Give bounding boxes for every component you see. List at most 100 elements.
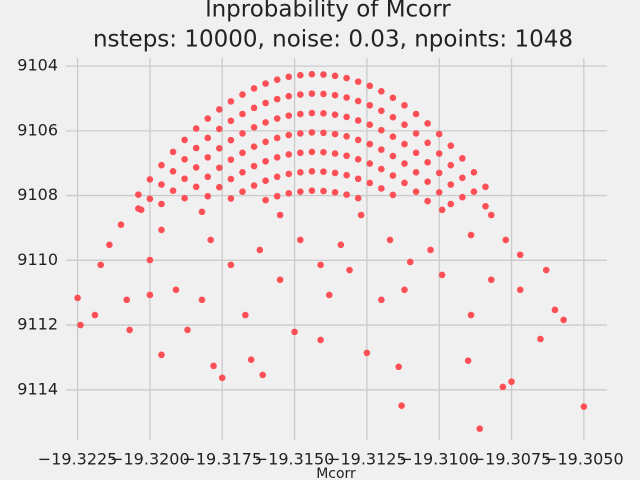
point: [378, 185, 385, 192]
point: [447, 181, 455, 188]
point: [297, 168, 304, 176]
point: [158, 226, 165, 234]
point: [216, 164, 223, 172]
point: [331, 91, 339, 99]
point: [207, 236, 214, 244]
point: [158, 161, 165, 169]
point: [447, 200, 455, 208]
point: [91, 311, 99, 319]
point: [406, 258, 414, 266]
point: [508, 378, 515, 386]
point: [378, 146, 385, 153]
point: [482, 183, 489, 191]
point: [297, 236, 304, 244]
point: [378, 107, 385, 115]
point: [273, 173, 281, 181]
chart-subtitle: nsteps: 10000, noise: 0.03, npoints: 104…: [93, 27, 573, 53]
point: [331, 150, 339, 157]
point: [320, 90, 327, 98]
point: [435, 150, 443, 157]
point: [343, 74, 350, 82]
point: [169, 148, 177, 156]
y-tick-label: 9108: [17, 185, 58, 204]
x-tick-label: −19.3175: [182, 450, 262, 469]
point: [366, 160, 374, 167]
point: [250, 104, 258, 112]
ticks: 9104 9106 9108 9110 9112 9114 −19.3225−19.3200…: [17, 56, 623, 469]
point: [169, 187, 177, 195]
point: [389, 172, 397, 179]
point: [239, 168, 246, 176]
point: [435, 189, 443, 196]
point: [378, 126, 385, 134]
point: [354, 97, 362, 105]
point: [285, 190, 293, 197]
point: [227, 117, 235, 125]
point: [250, 123, 258, 131]
point: [551, 306, 559, 314]
point: [401, 286, 408, 294]
point: [320, 148, 327, 156]
point: [192, 125, 200, 132]
point: [482, 202, 489, 210]
point: [320, 168, 327, 175]
point: [343, 133, 350, 140]
point: [331, 169, 339, 177]
point: [317, 336, 324, 344]
point: [204, 134, 212, 142]
point: [273, 115, 281, 122]
point: [516, 251, 524, 259]
point: [181, 156, 188, 163]
point: [135, 191, 142, 198]
point: [198, 208, 206, 216]
point: [354, 175, 362, 183]
y-tick-label: 9106: [17, 120, 58, 139]
chart-title: lnprobability of Mcorr: [205, 0, 451, 23]
point: [184, 326, 191, 334]
point: [291, 328, 298, 336]
point: [320, 129, 327, 137]
point: [317, 261, 324, 269]
x-axis-label: Mcorr: [316, 466, 356, 480]
point: [262, 157, 269, 165]
point: [210, 362, 217, 370]
point: [401, 121, 408, 128]
point: [198, 296, 206, 304]
y-tick-label: 9104: [17, 56, 58, 75]
point: [343, 94, 350, 101]
point: [424, 178, 431, 185]
point: [366, 82, 374, 90]
point: [216, 125, 223, 133]
point: [580, 403, 588, 410]
point: [459, 193, 466, 201]
point: [192, 144, 200, 152]
point: [285, 92, 293, 100]
point: [470, 188, 478, 195]
point: [204, 192, 212, 200]
point: [343, 113, 350, 121]
point: [308, 129, 316, 136]
point: [158, 181, 165, 188]
point: [537, 335, 544, 343]
point: [297, 149, 304, 157]
point: [247, 356, 255, 364]
point: [262, 138, 269, 146]
point: [297, 91, 304, 98]
point: [424, 197, 431, 205]
point: [499, 383, 507, 391]
point: [487, 276, 495, 284]
point: [146, 291, 154, 299]
point: [357, 211, 365, 219]
point: [435, 169, 443, 177]
y-tick-label: 9110: [17, 250, 58, 269]
point: [331, 189, 339, 196]
point: [250, 182, 258, 189]
point: [386, 236, 394, 244]
point: [337, 241, 345, 249]
point: [285, 112, 293, 119]
point: [192, 183, 200, 191]
point: [308, 90, 316, 97]
point: [464, 357, 472, 364]
point: [123, 296, 131, 304]
